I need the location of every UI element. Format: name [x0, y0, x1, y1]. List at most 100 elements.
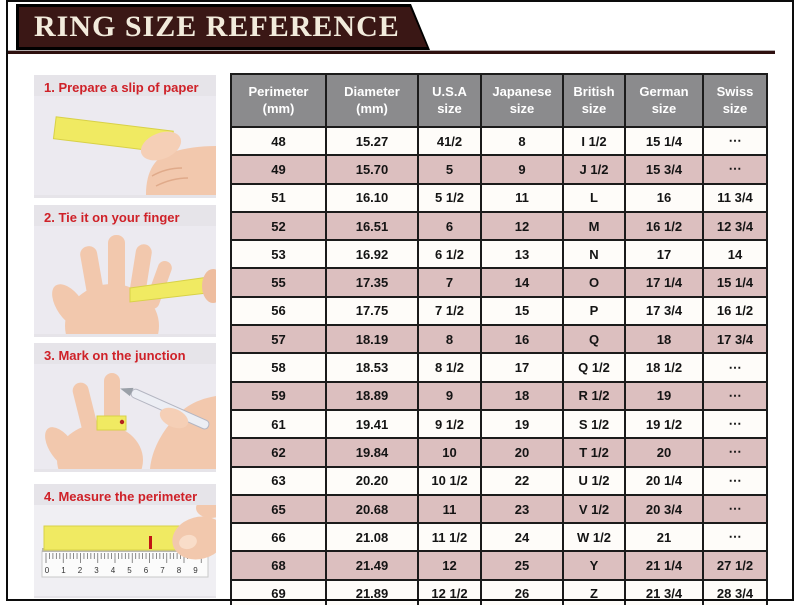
size-cell: 21	[624, 522, 704, 553]
size-cell: 8	[480, 125, 564, 157]
column-header: Perimeter (mm)	[230, 73, 327, 128]
size-cell: 20	[480, 437, 564, 468]
size-cell: 66	[230, 522, 327, 553]
size-cell: 20 1/4	[624, 465, 704, 496]
size-cell: 11 3/4	[702, 182, 768, 213]
table-row: 59 18.89 9 18 R 1/2 19 ⋯	[230, 380, 768, 411]
step-1-label: 1. Prepare a slip of paper	[44, 80, 199, 95]
size-cell: 58	[230, 352, 327, 383]
table-row: 62 19.84 10 20 T 1/2 20 ⋯	[230, 437, 768, 468]
size-cell: 22	[480, 465, 564, 496]
size-cell: 27 1/2	[702, 550, 768, 581]
step-4-card: 4. Measure the perimeter 0 1 2 3 4 5 6 7 8 9	[34, 484, 216, 598]
table-row: 69 21.89 12 1/2 26 Z 21 3/4 28 3/4	[230, 578, 768, 605]
size-cell: 52	[230, 210, 327, 242]
size-cell: 68	[230, 550, 327, 581]
size-cell: U 1/2	[562, 465, 626, 496]
size-cell: 10	[417, 437, 482, 468]
title-banner: RING SIZE REFERENCE	[16, 4, 430, 50]
size-cell: 8	[417, 324, 482, 355]
size-cell: R 1/2	[562, 380, 626, 411]
size-cell: 59	[230, 380, 327, 411]
size-cell: 20.20	[325, 465, 419, 496]
size-cell: 11	[480, 182, 564, 213]
size-cell: 63	[230, 465, 327, 496]
size-cell: 19.41	[325, 408, 419, 440]
size-cell: 15 3/4	[624, 154, 704, 185]
size-cell: 7	[417, 267, 482, 298]
size-cell: 17.35	[325, 267, 419, 298]
size-cell: 20 3/4	[624, 493, 704, 525]
size-cell: 9	[417, 380, 482, 411]
size-cell: 20.68	[325, 493, 419, 525]
size-cell: Y	[562, 550, 626, 581]
ruler-number: 4	[111, 566, 116, 575]
size-cell: 18.53	[325, 352, 419, 383]
table-row: 66 21.08 11 1/2 24 W 1/2 21 ⋯	[230, 522, 768, 553]
size-cell: 8 1/2	[417, 352, 482, 383]
size-cell: W 1/2	[562, 522, 626, 553]
size-cell: 61	[230, 408, 327, 440]
column-header: British size	[562, 73, 626, 128]
size-cell: Q	[562, 324, 626, 355]
step-1-card: 1. Prepare a slip of paper	[34, 75, 216, 198]
size-cell: 18.19	[325, 324, 419, 355]
ruler-number: 3	[94, 566, 99, 575]
size-cell: Z	[562, 578, 626, 605]
size-cell: 18 1/2	[624, 352, 704, 383]
size-cell: 19 1/2	[624, 408, 704, 440]
size-cell: O	[562, 267, 626, 298]
size-cell: ⋯	[702, 493, 768, 525]
ruler-number: 7	[160, 566, 165, 575]
size-cell: 41/2	[417, 125, 482, 157]
size-cell: 13	[480, 239, 564, 270]
size-cell: 17.75	[325, 295, 419, 327]
size-cell: 12 3/4	[702, 210, 768, 242]
ruler-number: 5	[127, 566, 132, 575]
size-cell: S 1/2	[562, 408, 626, 440]
paper-band-shape	[129, 275, 216, 303]
title-banner-inner: RING SIZE REFERENCE	[19, 7, 427, 47]
step-4-label: 4. Measure the perimeter	[44, 489, 198, 504]
table-row: 55 17.35 7 14 O 17 1/4 15 1/4	[230, 267, 768, 298]
table-row: 57 18.19 8 16 Q 18 17 3/4	[230, 324, 768, 355]
size-cell: 57	[230, 324, 327, 355]
page-title: RING SIZE REFERENCE	[34, 10, 400, 43]
size-cell: 69	[230, 578, 327, 605]
ruler-number: 8	[177, 566, 182, 575]
table-row: 61 19.41 9 1/2 19 S 1/2 19 1/2 ⋯	[230, 408, 768, 440]
size-cell: 18	[480, 380, 564, 411]
paper-slip-shape	[43, 525, 193, 551]
size-cell: V 1/2	[562, 493, 626, 525]
step-1-illustration-paper-slip	[34, 96, 216, 195]
fingernail-shape	[179, 534, 197, 550]
size-cell: 53	[230, 239, 327, 270]
size-cell: 21 1/4	[624, 550, 704, 581]
size-cell: 16.10	[325, 182, 419, 213]
table-row: 49 15.70 5 9 J 1/2 15 3/4 ⋯	[230, 154, 768, 185]
size-cell: 12	[480, 210, 564, 242]
size-cell: ⋯	[702, 465, 768, 496]
size-cell: ⋯	[702, 352, 768, 383]
size-cell: 21.08	[325, 522, 419, 553]
size-cell: 23	[480, 493, 564, 525]
size-cell: M	[562, 210, 626, 242]
fingertip-top-shape	[196, 505, 216, 518]
column-header: German size	[624, 73, 704, 128]
size-cell: 17	[624, 239, 704, 270]
table-row: 65 20.68 11 23 V 1/2 20 3/4 ⋯	[230, 493, 768, 525]
size-cell: 18	[624, 324, 704, 355]
size-cell: 15 1/4	[702, 267, 768, 298]
size-cell: 48	[230, 125, 327, 157]
size-cell: Q 1/2	[562, 352, 626, 383]
size-cell: 62	[230, 437, 327, 468]
size-cell: 28 3/4	[702, 578, 768, 605]
column-header: Japanese size	[480, 73, 564, 128]
size-cell: 15.70	[325, 154, 419, 185]
table-row: 52 16.51 6 12 M 16 1/2 12 3/4	[230, 210, 768, 242]
size-cell: 11 1/2	[417, 522, 482, 553]
paper-band-shape	[96, 415, 127, 431]
size-cell: J 1/2	[562, 154, 626, 185]
size-cell: 21 3/4	[624, 578, 704, 605]
writing-hand-shape	[150, 396, 216, 469]
